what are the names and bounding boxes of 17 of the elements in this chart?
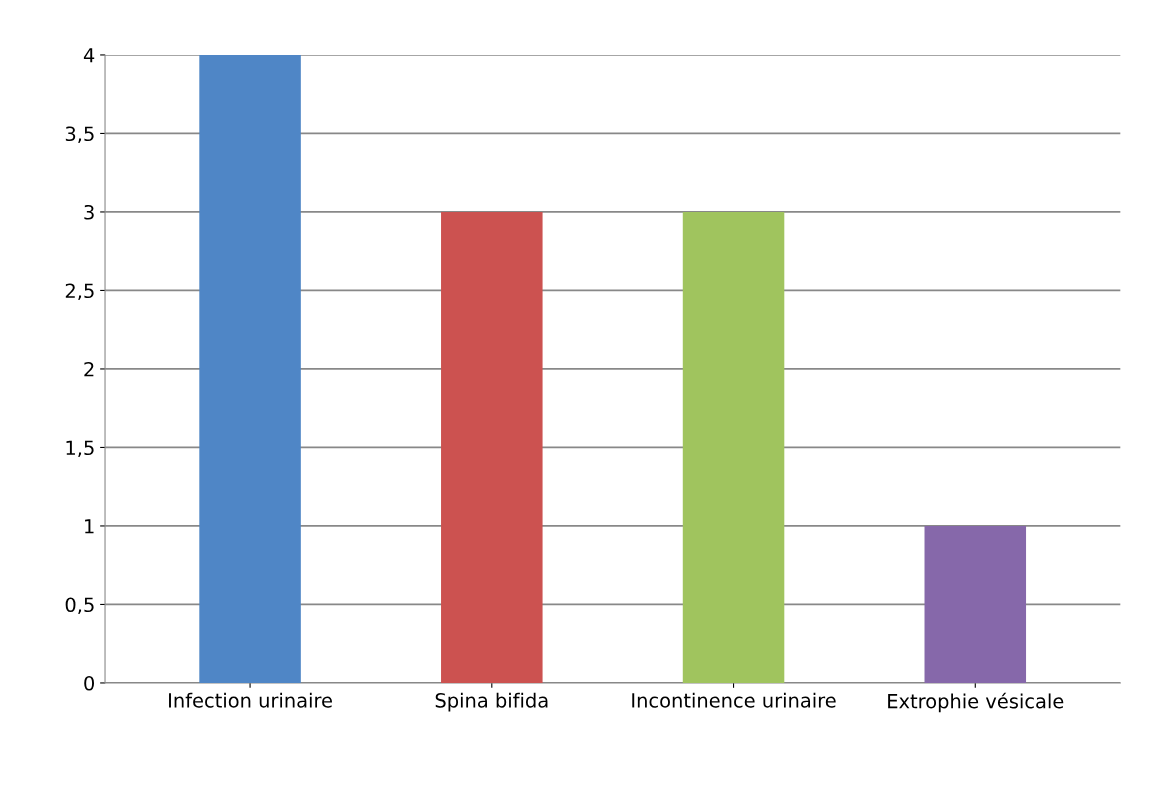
y-tick-label: 0,5: [65, 597, 94, 615]
y-tick-label: 0: [84, 675, 95, 691]
bar: [199, 54, 301, 683]
bar: [682, 211, 785, 683]
x-tick-label: Spina bifida: [435, 692, 548, 712]
y-tick-label: 2: [84, 361, 94, 377]
y-tick-label: 2,5: [65, 283, 94, 301]
y-tick-label: 3,5: [65, 126, 94, 144]
bar: [924, 525, 1027, 683]
y-tick-label: 1: [85, 519, 94, 534]
x-tick-label: Incontinence urinaire: [632, 692, 836, 708]
bar: [441, 211, 543, 683]
y-tick-label: 4: [83, 48, 95, 63]
x-tick-label: Extrophie vésicale: [888, 692, 1064, 713]
y-tick-label: 3: [84, 204, 94, 220]
x-tick-label: Infection urinaire: [169, 692, 332, 708]
y-tick-label: 1,5: [66, 440, 94, 458]
